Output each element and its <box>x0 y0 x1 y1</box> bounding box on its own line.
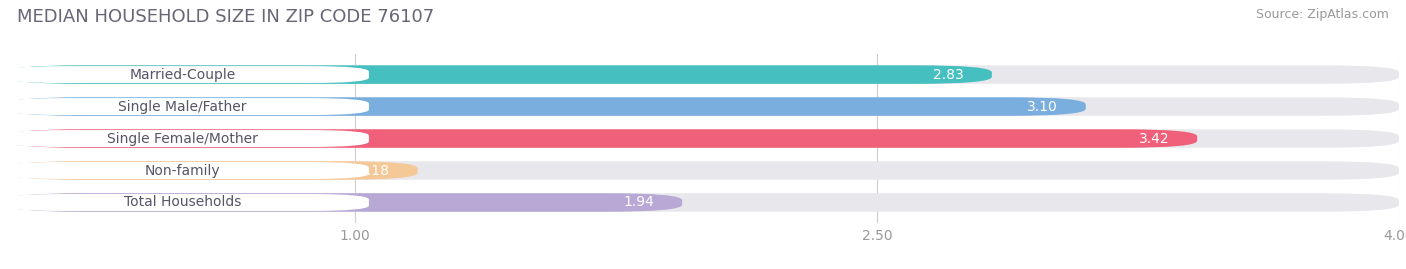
Text: 1.18: 1.18 <box>359 164 389 178</box>
FancyBboxPatch shape <box>7 65 991 84</box>
Text: Non-family: Non-family <box>145 164 221 178</box>
FancyBboxPatch shape <box>7 129 1399 148</box>
Text: Single Male/Father: Single Male/Father <box>118 100 246 114</box>
FancyBboxPatch shape <box>7 97 1085 116</box>
FancyBboxPatch shape <box>7 97 1399 116</box>
Text: 1.94: 1.94 <box>623 196 654 210</box>
Text: MEDIAN HOUSEHOLD SIZE IN ZIP CODE 76107: MEDIAN HOUSEHOLD SIZE IN ZIP CODE 76107 <box>17 8 434 26</box>
FancyBboxPatch shape <box>7 129 1197 148</box>
Text: 2.83: 2.83 <box>934 68 965 82</box>
FancyBboxPatch shape <box>7 193 1399 212</box>
FancyBboxPatch shape <box>4 66 368 83</box>
FancyBboxPatch shape <box>4 162 368 179</box>
FancyBboxPatch shape <box>7 161 418 180</box>
FancyBboxPatch shape <box>4 194 368 211</box>
FancyBboxPatch shape <box>7 161 1399 180</box>
FancyBboxPatch shape <box>7 65 1399 84</box>
Text: 3.10: 3.10 <box>1028 100 1057 114</box>
FancyBboxPatch shape <box>4 98 368 115</box>
FancyBboxPatch shape <box>4 130 368 147</box>
Text: Total Households: Total Households <box>124 196 240 210</box>
Text: Married-Couple: Married-Couple <box>129 68 236 82</box>
Text: 3.42: 3.42 <box>1139 132 1170 146</box>
FancyBboxPatch shape <box>7 193 682 212</box>
Text: Single Female/Mother: Single Female/Mother <box>107 132 257 146</box>
Text: Source: ZipAtlas.com: Source: ZipAtlas.com <box>1256 8 1389 21</box>
